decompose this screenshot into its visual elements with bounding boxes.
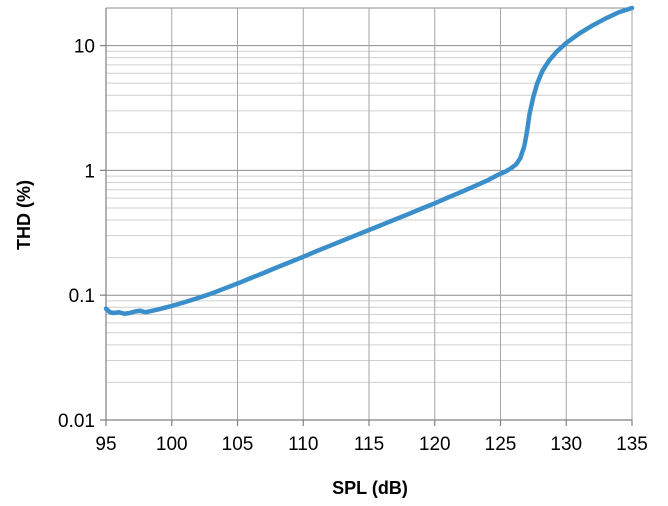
- x-tick-label: 115: [354, 434, 384, 455]
- y-tick-label: 0.01: [58, 411, 95, 432]
- y-tick-labels: 0.01 0.1 1 10: [58, 37, 95, 432]
- series-line-0: [103, 5, 635, 316]
- y-tick-label: 10: [74, 37, 95, 58]
- x-axis-title: SPL (dB): [332, 478, 408, 498]
- x-tick-label: 120: [419, 434, 451, 455]
- vertical-gridlines: [171, 8, 633, 420]
- y-tick-label: 1: [84, 161, 95, 182]
- x-tick-labels: 95 100 105 110 115 120 125 130 135: [95, 434, 647, 455]
- x-tick-label: 130: [550, 434, 582, 455]
- axes: [100, 8, 633, 426]
- series-layer: [103, 5, 635, 316]
- x-tick-label: 110: [288, 434, 318, 455]
- y-tick-label: 0.1: [69, 286, 95, 307]
- y-axis-title: THD (%): [14, 180, 34, 250]
- x-tick-label: 125: [485, 434, 517, 455]
- x-tick-label: 135: [616, 434, 648, 455]
- x-tick-label: 95: [95, 434, 116, 455]
- x-tick-label: 105: [222, 434, 254, 455]
- x-tick-label: 100: [156, 434, 188, 455]
